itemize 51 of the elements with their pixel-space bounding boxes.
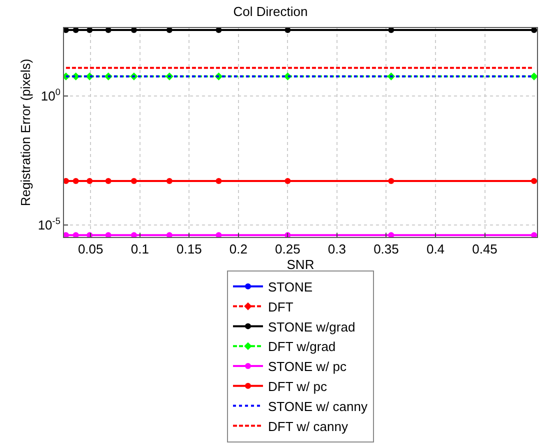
point bbox=[105, 232, 112, 237]
point bbox=[166, 178, 172, 184]
x-tick-label: 0.4 bbox=[426, 242, 445, 257]
legend-label: DFT w/ pc bbox=[268, 378, 328, 394]
point bbox=[64, 178, 69, 184]
point bbox=[216, 232, 222, 237]
y-tick-label: 10$^{0}$ bbox=[40, 86, 60, 104]
point bbox=[72, 178, 79, 184]
point bbox=[105, 28, 112, 34]
x-tick-label: 0.15 bbox=[176, 242, 202, 257]
legend-label: STONE w/ pc bbox=[268, 359, 347, 374]
x-tick-label: 0.45 bbox=[472, 242, 498, 257]
legend-label: STONE w/grad bbox=[268, 319, 356, 334]
legend-label: STONE w/ canny bbox=[268, 398, 368, 414]
point bbox=[216, 178, 222, 184]
point bbox=[216, 28, 222, 34]
x-tick-label: 0.05 bbox=[78, 242, 104, 257]
point bbox=[130, 232, 137, 237]
legend-label: STONE bbox=[268, 279, 313, 294]
x-tick-label: 0.3 bbox=[328, 242, 346, 257]
x-axis-title: SNR bbox=[286, 257, 314, 272]
point bbox=[64, 232, 69, 237]
legend-label: DFT w/grad bbox=[268, 339, 336, 354]
point bbox=[531, 28, 537, 34]
point bbox=[284, 28, 291, 34]
point bbox=[72, 232, 79, 237]
x-tick-label: 0.1 bbox=[130, 242, 149, 257]
legend-label: DFT bbox=[268, 299, 294, 314]
point bbox=[166, 232, 172, 237]
point bbox=[72, 28, 79, 34]
point bbox=[530, 72, 537, 80]
legend-label: DFT w/ canny bbox=[268, 418, 348, 434]
point bbox=[64, 28, 69, 34]
point bbox=[105, 178, 112, 184]
point bbox=[130, 178, 137, 184]
point bbox=[531, 178, 537, 184]
point bbox=[388, 178, 394, 184]
point bbox=[388, 28, 394, 34]
x-tick-label: 0.35 bbox=[374, 242, 399, 257]
point bbox=[86, 178, 93, 184]
y-axis-title: Registration Error (pixels) bbox=[18, 58, 33, 206]
point bbox=[166, 28, 172, 34]
point bbox=[130, 28, 137, 34]
point bbox=[284, 178, 291, 184]
y-tick-label: 10$^{-5}$ bbox=[38, 216, 60, 232]
x-tick-label: 0.2 bbox=[229, 242, 248, 257]
chart-title: Col Direction bbox=[233, 4, 308, 19]
x-tick-label: 0.25 bbox=[275, 242, 300, 257]
point bbox=[531, 232, 537, 237]
point bbox=[388, 232, 394, 237]
point bbox=[86, 28, 93, 34]
